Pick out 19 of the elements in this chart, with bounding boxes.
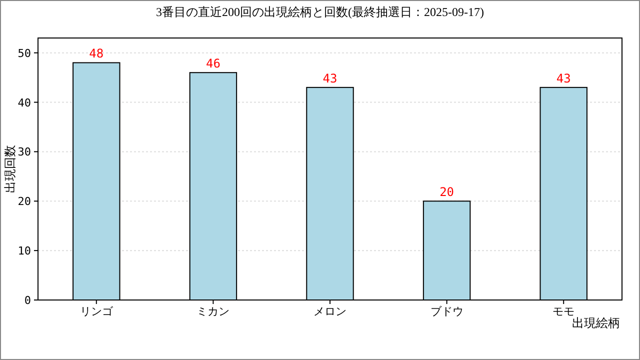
y-tick-label: 10 [18, 244, 31, 258]
data-label: 48 [89, 46, 104, 61]
data-label: 46 [206, 56, 220, 71]
y-tick-label: 40 [18, 96, 31, 110]
data-label: 43 [322, 71, 338, 86]
data-label: 43 [556, 71, 571, 86]
chart-title: 3番目の直近200回の出現絵柄と回数(最終抽選日：2025-09-17) [156, 5, 484, 19]
y-axis-title: 出現回数 [3, 145, 17, 193]
y-tick-label: 20 [18, 195, 31, 208]
data-label: 20 [440, 185, 454, 200]
x-tick-label: ブドウ [430, 305, 464, 318]
x-tick-label: メロン [314, 306, 346, 318]
y-tick-label: 50 [18, 46, 31, 60]
x-tick-label: リンゴ [80, 306, 114, 318]
x-tick-label: ミカン [196, 306, 230, 318]
x-tick-label: モモ [552, 306, 575, 318]
y-tick-label: 0 [24, 294, 31, 307]
y-tick-label: 30 [18, 146, 31, 159]
x-axis-title: 出現絵柄 [572, 316, 620, 330]
